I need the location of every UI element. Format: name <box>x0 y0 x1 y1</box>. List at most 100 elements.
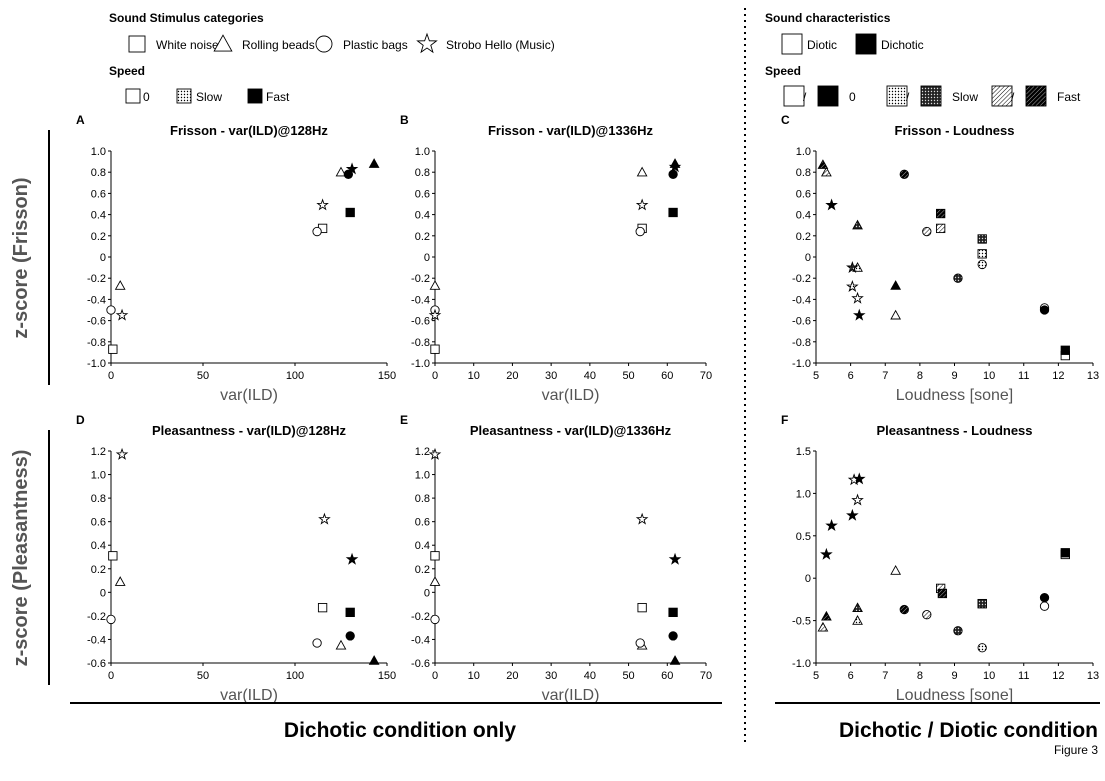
figure-label: Figure 3 <box>1054 743 1098 757</box>
data-point-square <box>668 207 678 218</box>
data-point-triangle <box>817 621 829 632</box>
chart-title: Pleasantness - var(ILD)@1336Hz <box>470 423 672 438</box>
legend-speed-label: 0 <box>849 90 856 104</box>
y-tick-label: -0.4 <box>792 294 811 306</box>
data-point-circle <box>1039 593 1050 603</box>
data-point-circle <box>345 631 355 641</box>
data-point-star <box>825 198 838 211</box>
legend-characteristic-label: Diotic <box>807 38 837 52</box>
data-point-star <box>316 198 329 211</box>
data-point-circle <box>977 259 987 270</box>
y-tick-label: -1.0 <box>792 658 811 670</box>
data-point-triangle <box>368 158 380 168</box>
y-tick-label: -0.8 <box>411 337 430 349</box>
y-tick-label: 0.4 <box>415 210 430 222</box>
data-point-circle <box>668 631 678 641</box>
y-tick-label: -0.4 <box>411 294 430 306</box>
x-tick-label: 13 <box>1087 670 1099 682</box>
x-tick-label: 150 <box>378 370 396 382</box>
data-point-triangle <box>852 615 863 625</box>
x-tick-label: 40 <box>584 370 596 382</box>
data-point-square <box>977 234 987 244</box>
x-tick-label: 40 <box>584 670 596 682</box>
x-tick-label: 9 <box>951 670 957 682</box>
right-legend: Sound characteristics Diotic Dichotic Spe… <box>765 11 1081 107</box>
y-tick-label: 1.5 <box>796 446 811 458</box>
data-point-triangle <box>821 610 832 621</box>
data-point-triangle <box>852 602 863 613</box>
x-tick-label: 30 <box>545 670 557 682</box>
x-tick-label: 30 <box>545 370 557 382</box>
x-tick-label: 100 <box>286 370 304 382</box>
data-point-star <box>846 260 859 273</box>
data-point-star <box>851 493 864 506</box>
legend-speed-label: Fast <box>266 90 290 104</box>
y-tick-label: -1.0 <box>87 358 106 370</box>
data-point-square <box>977 598 987 609</box>
data-point-triangle <box>636 166 648 177</box>
data-point-star <box>851 291 864 304</box>
x-axis-label: var(ILD) <box>542 387 600 404</box>
x-tick-label: 5 <box>813 670 819 682</box>
x-axis-label: var(ILD) <box>220 387 278 404</box>
y-tick-label: -0.2 <box>411 273 430 285</box>
legend-square-icon <box>128 35 146 53</box>
data-point-star <box>428 308 442 321</box>
y-tick-label: -1.0 <box>411 358 430 370</box>
y-tick-label: -0.6 <box>411 316 430 328</box>
x-tick-label: 10 <box>468 670 480 682</box>
legend-speed-open-swatch <box>125 88 141 104</box>
data-point-triangle <box>114 576 126 586</box>
chart-title: Frisson - var(ILD)@128Hz <box>170 123 328 138</box>
x-tick-label: 9 <box>951 370 957 382</box>
data-point-star <box>345 552 359 565</box>
x-tick-label: 50 <box>622 370 634 382</box>
data-point-circle <box>1039 601 1050 611</box>
legend-category-label: Plastic bags <box>343 38 408 52</box>
data-point-square <box>430 344 440 354</box>
legend-slash: / <box>906 90 910 104</box>
x-tick-label: 70 <box>700 670 712 682</box>
x-tick-label: 10 <box>983 370 995 382</box>
chart-panel-a: A Frisson - var(ILD)@128Hz -1.0 -0.8 -0.6 -0.… <box>76 113 396 404</box>
y-tick-label: 0.6 <box>415 188 430 200</box>
legend-speed-title: Speed <box>109 64 145 78</box>
x-tick-label: 70 <box>700 370 712 382</box>
data-point-triangle <box>817 159 829 169</box>
data-point-triangle <box>114 280 126 290</box>
panel-letter: D <box>76 413 85 427</box>
legend-speed-swatch <box>920 85 942 107</box>
data-point-circle <box>668 169 678 179</box>
x-axis-label: Loudness [sone] <box>896 687 1013 704</box>
data-point-circle <box>106 614 116 625</box>
y-tick-label: 0.2 <box>415 564 430 576</box>
data-point-triangle <box>852 219 863 230</box>
y-tick-label: 0 <box>424 252 430 264</box>
x-tick-label: 50 <box>622 670 634 682</box>
data-point-square <box>345 207 355 218</box>
legend-speed-title-right: Speed <box>765 64 801 78</box>
chart-title: Frisson - var(ILD)@1336Hz <box>488 123 654 138</box>
data-point-square <box>1060 345 1070 355</box>
x-tick-label: 100 <box>286 670 304 682</box>
y-tick-label: 1.0 <box>796 146 811 158</box>
y-tick-label: -0.2 <box>792 273 811 285</box>
legend-category-label: Strobo Hello (Music) <box>446 38 555 52</box>
y-tick-label: -0.4 <box>87 294 106 306</box>
legend-categories-title: Sound Stimulus categories <box>109 11 264 25</box>
y-tick-label: -0.4 <box>87 634 106 646</box>
y-tick-label: -1.0 <box>792 358 811 370</box>
x-tick-label: 11 <box>1018 670 1029 682</box>
y-tick-label: 0.8 <box>796 167 811 179</box>
panel-letter: E <box>400 413 408 427</box>
y-tick-label: 0.8 <box>415 167 430 179</box>
legend-slash: / <box>803 90 807 104</box>
y-tick-label: -0.8 <box>87 337 106 349</box>
chart-title: Pleasantness - Loudness <box>876 423 1032 438</box>
y-tick-label: 0.4 <box>91 210 106 222</box>
y-tick-label: 1.2 <box>91 446 106 458</box>
data-point-square <box>1060 548 1070 558</box>
data-point-circle <box>635 638 645 648</box>
y-tick-label: 0.5 <box>796 531 811 543</box>
